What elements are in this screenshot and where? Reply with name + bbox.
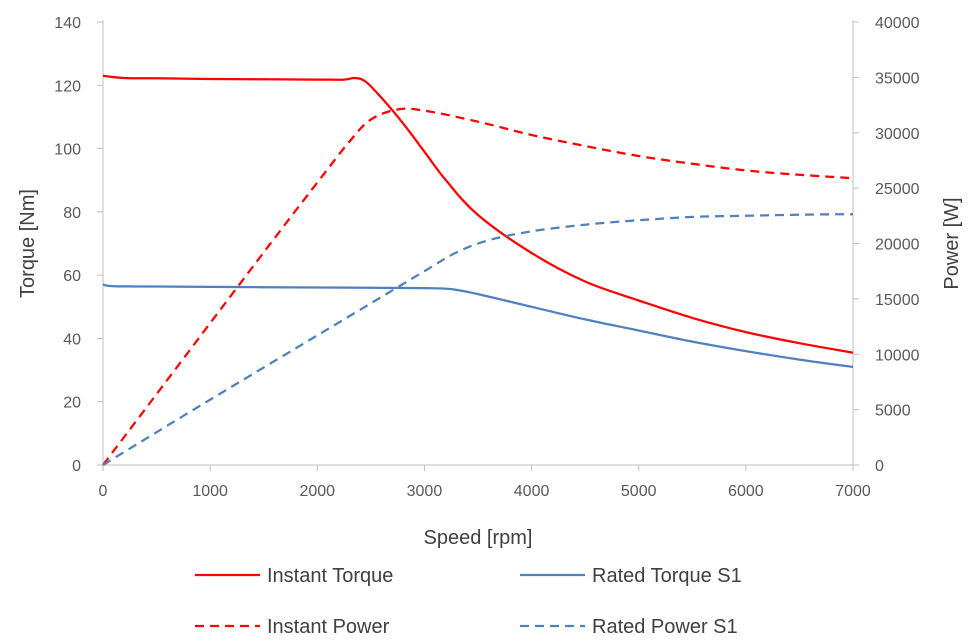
legend-label-instant-power: Instant Power xyxy=(267,616,390,638)
y-right-tick-label: 30000 xyxy=(875,126,920,143)
y-right-tick-label: 10000 xyxy=(875,347,920,364)
x-tick-label: 0 xyxy=(99,483,108,500)
x-tick-label: 5000 xyxy=(621,483,657,500)
y-left-tick-label: 100 xyxy=(54,142,81,159)
legend-label-instant-torque: Instant Torque xyxy=(267,565,393,587)
y-right-tick-label: 0 xyxy=(875,458,884,475)
y-right-tick-label: 25000 xyxy=(875,181,920,198)
y-right-tick-label: 35000 xyxy=(875,70,920,87)
series-line-rated-torque-s1 xyxy=(102,283,854,369)
legend: Instant Torque Rated Torque S1 Instant Pow… xyxy=(195,565,742,638)
series-lines xyxy=(102,74,854,466)
x-tick-label: 4000 xyxy=(514,483,550,500)
series-line-instant-torque xyxy=(102,74,854,354)
y-right-tick-label: 40000 xyxy=(875,15,920,32)
y-right-tick-label: 20000 xyxy=(875,237,920,254)
x-tick-label: 2000 xyxy=(299,483,335,500)
y-right-tick-label: 5000 xyxy=(875,403,911,420)
y-left-tick-label: 140 xyxy=(54,15,81,32)
series-line-instant-power xyxy=(102,107,854,466)
x-tick-label: 3000 xyxy=(407,483,443,500)
legend-label-rated-power-s1: Rated Power S1 xyxy=(592,616,738,638)
y-left-tick-label: 40 xyxy=(63,331,81,348)
y-left-tick-label: 80 xyxy=(63,205,81,222)
y-left-tick-label: 20 xyxy=(63,395,81,412)
y-left-tick-label: 120 xyxy=(54,78,81,95)
y-left-tick-label: 60 xyxy=(63,268,81,285)
x-axis-title: Speed [rpm] xyxy=(424,527,533,549)
axis-labels: Speed [rpm] Torque [Nm] Power [W] xyxy=(17,189,963,549)
y-right-axis-title: Power [W] xyxy=(941,197,963,289)
y-left-tick-label: 0 xyxy=(72,458,81,475)
x-tick-label: 7000 xyxy=(835,483,871,500)
y-right-tick-label: 15000 xyxy=(875,292,920,309)
axes: 0 1000 2000 3000 4000 5000 6000 700002040608010… xyxy=(54,15,919,500)
series-line-rated-power-s1 xyxy=(102,213,854,466)
x-tick-label: 1000 xyxy=(192,483,228,500)
x-tick-label: 6000 xyxy=(728,483,764,500)
y-left-axis-title: Torque [Nm] xyxy=(17,189,39,298)
legend-label-rated-torque-s1: Rated Torque S1 xyxy=(592,565,742,587)
